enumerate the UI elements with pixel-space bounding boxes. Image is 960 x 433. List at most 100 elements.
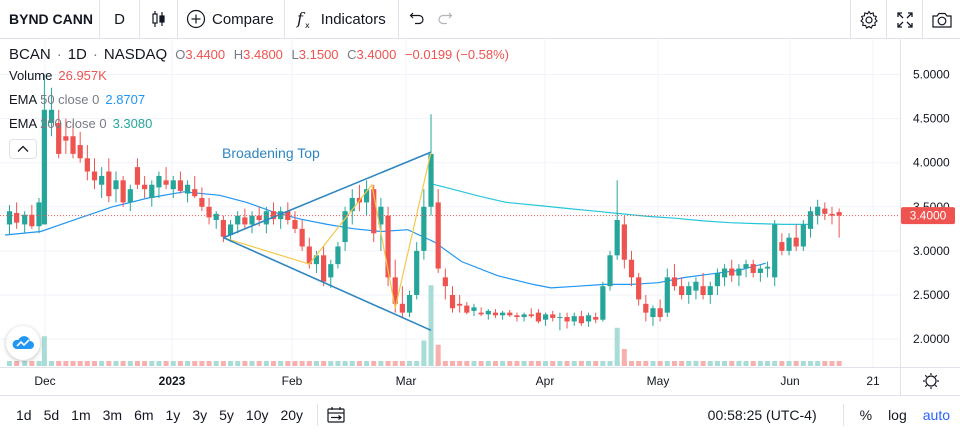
legend-ema50-row[interactable]: EMA 50 close 0 2.8707 [9, 92, 514, 111]
undo-icon[interactable] [409, 11, 425, 27]
candle-body [142, 184, 148, 190]
volume-bar [457, 361, 463, 366]
candle [77, 131, 83, 163]
fullscreen-button[interactable] [886, 0, 922, 39]
candle-body [478, 312, 484, 315]
legend-ema200-row[interactable]: EMA 200 close 0 3.3080 [9, 116, 514, 135]
price-chart[interactable]: Broadening Top 5.00004.50004.00003.50003… [0, 39, 960, 395]
indicators-button[interactable]: f x Indicators [285, 0, 399, 39]
pattern-zigzag[interactable] [223, 151, 432, 309]
volume-bar [736, 361, 742, 366]
axis-gear-icon[interactable] [925, 375, 937, 387]
time-axis[interactable]: Dec 2023 Feb Mar Apr May Jun 21 [34, 374, 880, 388]
candle [22, 211, 28, 234]
candle-body [156, 175, 162, 188]
ohlc-close: 3.4000 [356, 47, 397, 62]
interval-button[interactable]: D [100, 0, 140, 39]
candle [192, 175, 198, 198]
compare-button[interactable]: Compare [178, 0, 285, 39]
range-1d[interactable]: 1d [16, 406, 32, 423]
candle [70, 123, 76, 159]
compare-label: Compare [212, 10, 274, 28]
candle [457, 295, 463, 313]
candle [764, 261, 771, 278]
broadening-top-pattern[interactable] [223, 151, 432, 332]
range-1y[interactable]: 1y [165, 406, 181, 423]
legend-collapse-button[interactable] [9, 139, 37, 159]
volume-bar [571, 361, 577, 366]
candle [414, 242, 420, 300]
redo-icon[interactable] [437, 11, 453, 27]
candle-body [557, 317, 563, 319]
price-axis[interactable]: 5.00004.50004.00003.50003.00002.50002.00… [913, 68, 950, 347]
range-5y[interactable]: 5y [219, 406, 234, 423]
pattern-label[interactable]: Broadening Top [222, 145, 320, 161]
percent-toggle[interactable]: % [859, 407, 873, 423]
candle-body [163, 180, 169, 185]
candle-body [220, 220, 226, 237]
range-1m[interactable]: 1m [71, 406, 91, 423]
legend-symbol[interactable]: BCAN [9, 46, 51, 63]
snapshot-button[interactable] [922, 0, 960, 39]
legend-volume-row[interactable]: Volume 26.957K [9, 68, 514, 87]
volume-bar [421, 340, 427, 366]
volume-bar [435, 344, 441, 366]
pattern-lower-line[interactable] [223, 236, 432, 332]
volume-bar [485, 361, 491, 366]
volume-bar [220, 361, 226, 366]
ema200-line [431, 183, 811, 225]
candle-body [457, 303, 463, 306]
ohlc-l-label: L [291, 47, 299, 62]
chart-type-button[interactable] [140, 0, 178, 39]
candle-body [242, 217, 248, 225]
volume-bar [185, 361, 191, 366]
volume-bar [242, 361, 248, 366]
candle [392, 259, 398, 313]
auto-toggle[interactable]: auto [922, 407, 950, 423]
candle-body [363, 189, 370, 203]
volume-bar [543, 361, 549, 366]
candle-body [91, 171, 98, 181]
volume-bar [14, 361, 20, 366]
candle [270, 202, 277, 225]
volume-bar [349, 361, 355, 366]
range-3y[interactable]: 3y [192, 406, 208, 423]
range-3m[interactable]: 3m [102, 406, 123, 423]
candle-body [349, 197, 355, 212]
candle-body [686, 286, 692, 295]
candle [91, 158, 98, 190]
candle [542, 312, 549, 326]
symbol-search-button[interactable]: BYND CANN [0, 0, 100, 39]
range-5d[interactable]: 5d [43, 406, 60, 423]
candle-body [614, 220, 620, 256]
ohlc-low: 3.1500 [298, 47, 339, 62]
candle [707, 281, 713, 304]
calendar-range-icon[interactable] [326, 406, 346, 424]
candle-body [56, 123, 62, 154]
volume-bar [793, 361, 799, 366]
ema200-params: 200 close 0 [40, 116, 107, 131]
pattern-upper-line[interactable] [223, 151, 432, 239]
axis-settings-button[interactable] [923, 373, 939, 389]
clock-time[interactable]: 00:58:25 (UTC-4) [707, 407, 817, 423]
range-20y[interactable]: 20y [280, 406, 304, 423]
range-10y[interactable]: 10y [245, 406, 269, 423]
price-tick-label: 4.0000 [913, 156, 950, 170]
candle [342, 206, 348, 251]
candle [170, 175, 176, 198]
tradingview-logo-button[interactable] [6, 326, 40, 360]
candle [48, 87, 55, 137]
candle [564, 312, 570, 329]
ema50-params: 50 close 0 [40, 92, 100, 107]
candle-body [671, 277, 678, 287]
range-6m[interactable]: 6m [134, 406, 154, 423]
candle [593, 312, 599, 324]
candle [56, 109, 62, 159]
volume-bar [84, 361, 90, 366]
candle [571, 312, 577, 326]
settings-button[interactable] [850, 0, 886, 39]
plus-circle-icon [186, 9, 206, 29]
svg-text:f: f [296, 9, 306, 28]
log-toggle[interactable]: log [888, 407, 907, 423]
